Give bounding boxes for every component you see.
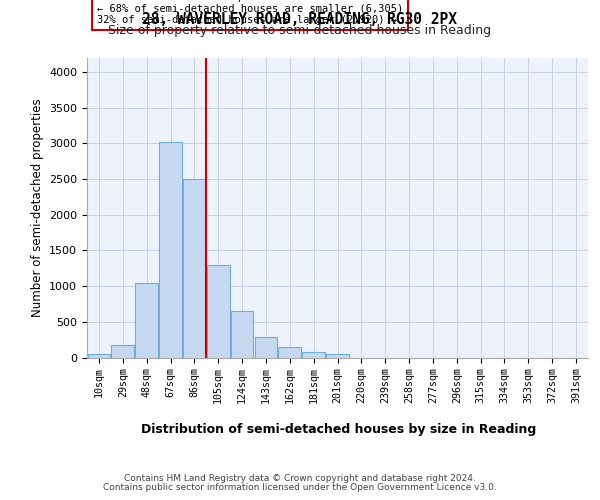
Bar xyxy=(183,179,206,358)
Bar xyxy=(159,142,182,358)
Bar xyxy=(112,346,134,358)
Text: 28, WAVERLEY ROAD, READING, RG30 2PX: 28, WAVERLEY ROAD, READING, RG30 2PX xyxy=(143,12,458,28)
Bar xyxy=(302,352,325,358)
Bar xyxy=(207,264,230,358)
Text: Contains HM Land Registry data © Crown copyright and database right 2024.: Contains HM Land Registry data © Crown c… xyxy=(124,474,476,483)
Bar xyxy=(88,354,110,358)
Bar xyxy=(254,337,277,357)
Y-axis label: Number of semi-detached properties: Number of semi-detached properties xyxy=(31,98,44,317)
Text: Contains public sector information licensed under the Open Government Licence v3: Contains public sector information licen… xyxy=(103,484,497,492)
Bar xyxy=(231,311,253,358)
Bar xyxy=(278,347,301,358)
Bar xyxy=(326,354,349,358)
Bar xyxy=(136,282,158,358)
Text: 28 WAVERLEY ROAD: 102sqm
← 68% of semi-detached houses are smaller (6,305)
32% o: 28 WAVERLEY ROAD: 102sqm ← 68% of semi-d… xyxy=(97,0,403,24)
Text: Size of property relative to semi-detached houses in Reading: Size of property relative to semi-detach… xyxy=(109,24,491,37)
Text: Distribution of semi-detached houses by size in Reading: Distribution of semi-detached houses by … xyxy=(142,422,536,436)
